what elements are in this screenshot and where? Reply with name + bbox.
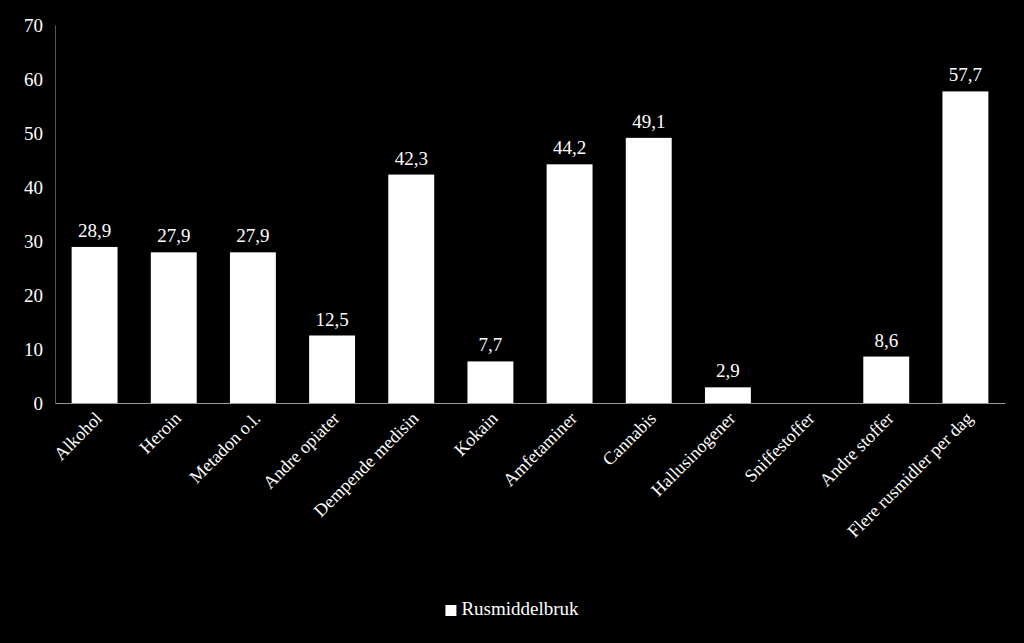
x-tick: Dempende medisin bbox=[310, 403, 423, 521]
legend-item: Rusmiddelbruk bbox=[445, 598, 579, 619]
data-label: 12,5 bbox=[315, 309, 348, 330]
x-tick: Andre stoffer bbox=[815, 403, 897, 490]
bars bbox=[72, 91, 989, 403]
data-label: 42,3 bbox=[395, 148, 428, 169]
y-axis-line bbox=[55, 26, 56, 404]
background bbox=[0, 0, 1024, 643]
y-tick: 40 bbox=[24, 177, 55, 198]
x-tick-label: Kokain bbox=[450, 408, 502, 460]
x-tick: Flere rusmidler per dag bbox=[843, 403, 976, 541]
x-tick-label: Dempende medisin bbox=[310, 408, 423, 521]
x-tick: Hallusinogener bbox=[647, 403, 739, 500]
y-tick-label: 10 bbox=[24, 339, 43, 360]
x-tick: Metadon o.l. bbox=[185, 403, 264, 487]
y-tick-label: 50 bbox=[24, 123, 43, 144]
bar bbox=[626, 138, 672, 403]
x-tick-label: Cannabis bbox=[599, 408, 661, 470]
y-tick: 70 bbox=[24, 15, 55, 36]
x-tick-label: Andre stoffer bbox=[815, 408, 897, 490]
x-tick: Cannabis bbox=[599, 403, 661, 470]
bar bbox=[388, 175, 434, 403]
y-tick: 20 bbox=[24, 285, 55, 306]
bar bbox=[467, 361, 513, 403]
y-tick: 50 bbox=[24, 123, 55, 144]
x-tick-label: Amfetaminer bbox=[499, 408, 581, 490]
plot: 0 10 20 30 40 50 60 70 Alkohol HeroinMetadon o.l.… bbox=[24, 15, 1006, 542]
y-tick: 30 bbox=[24, 231, 55, 252]
bar bbox=[942, 91, 988, 403]
x-tick: Alkohol bbox=[50, 403, 106, 464]
x-tick: Heroin bbox=[136, 403, 185, 458]
y-tick-label: 30 bbox=[24, 231, 43, 252]
data-label: 57,7 bbox=[949, 64, 982, 85]
x-tick-label: Alkohol bbox=[50, 408, 106, 464]
x-tick: Sniffestoffer bbox=[740, 403, 818, 486]
data-label: 7,7 bbox=[479, 334, 503, 355]
bar bbox=[547, 164, 593, 403]
bar bbox=[230, 252, 276, 403]
data-label: 44,2 bbox=[553, 137, 586, 158]
bar bbox=[151, 252, 197, 403]
x-tick-label: Sniffestoffer bbox=[740, 408, 818, 486]
bar bbox=[309, 336, 355, 404]
y-tick-label: 60 bbox=[24, 69, 43, 90]
x-tick: Andre opiater bbox=[259, 403, 343, 493]
x-tick-label: Hallusinogener bbox=[647, 408, 739, 500]
x-tick-label: Heroin bbox=[136, 408, 185, 457]
data-label: 28,9 bbox=[78, 220, 111, 241]
x-tick-label: Flere rusmidler per dag bbox=[843, 408, 976, 541]
y-tick: 60 bbox=[24, 69, 55, 90]
y-axis: 0 10 20 30 40 50 60 70 bbox=[24, 15, 56, 414]
y-tick-label: 0 bbox=[34, 393, 44, 414]
data-label: 27,9 bbox=[157, 225, 190, 246]
legend-label: Rusmiddelbruk bbox=[461, 598, 579, 619]
y-tick: 0 bbox=[34, 393, 56, 414]
y-tick: 10 bbox=[24, 339, 55, 360]
x-axis: Alkohol HeroinMetadon o.l.Andre opiaterDe… bbox=[50, 403, 1006, 541]
bar bbox=[863, 357, 909, 403]
x-tick: Kokain bbox=[450, 403, 502, 460]
data-label: 8,6 bbox=[874, 330, 898, 351]
chart: 0 10 20 30 40 50 60 70 Alkohol HeroinMetadon o.l.… bbox=[0, 0, 1024, 643]
data-label: 49,1 bbox=[632, 111, 665, 132]
data-labels: 28,9 27,9 27,9 12,5 42,3 7,7 44,2 49,1 2,9 8,6 57,… bbox=[78, 64, 982, 381]
data-label: 27,9 bbox=[236, 225, 269, 246]
x-axis-line bbox=[56, 403, 1006, 404]
y-tick-label: 40 bbox=[24, 177, 43, 198]
legend: Rusmiddelbruk bbox=[445, 598, 579, 619]
bar bbox=[72, 247, 118, 403]
y-tick-label: 20 bbox=[24, 285, 43, 306]
y-tick-label: 70 bbox=[24, 15, 43, 36]
x-tick-label: Andre opiater bbox=[259, 408, 343, 492]
bar bbox=[705, 387, 751, 403]
data-label: 2,9 bbox=[716, 360, 740, 381]
x-tick: Amfetaminer bbox=[499, 403, 581, 490]
legend-swatch bbox=[445, 605, 456, 616]
x-tick-label: Metadon o.l. bbox=[185, 408, 264, 487]
